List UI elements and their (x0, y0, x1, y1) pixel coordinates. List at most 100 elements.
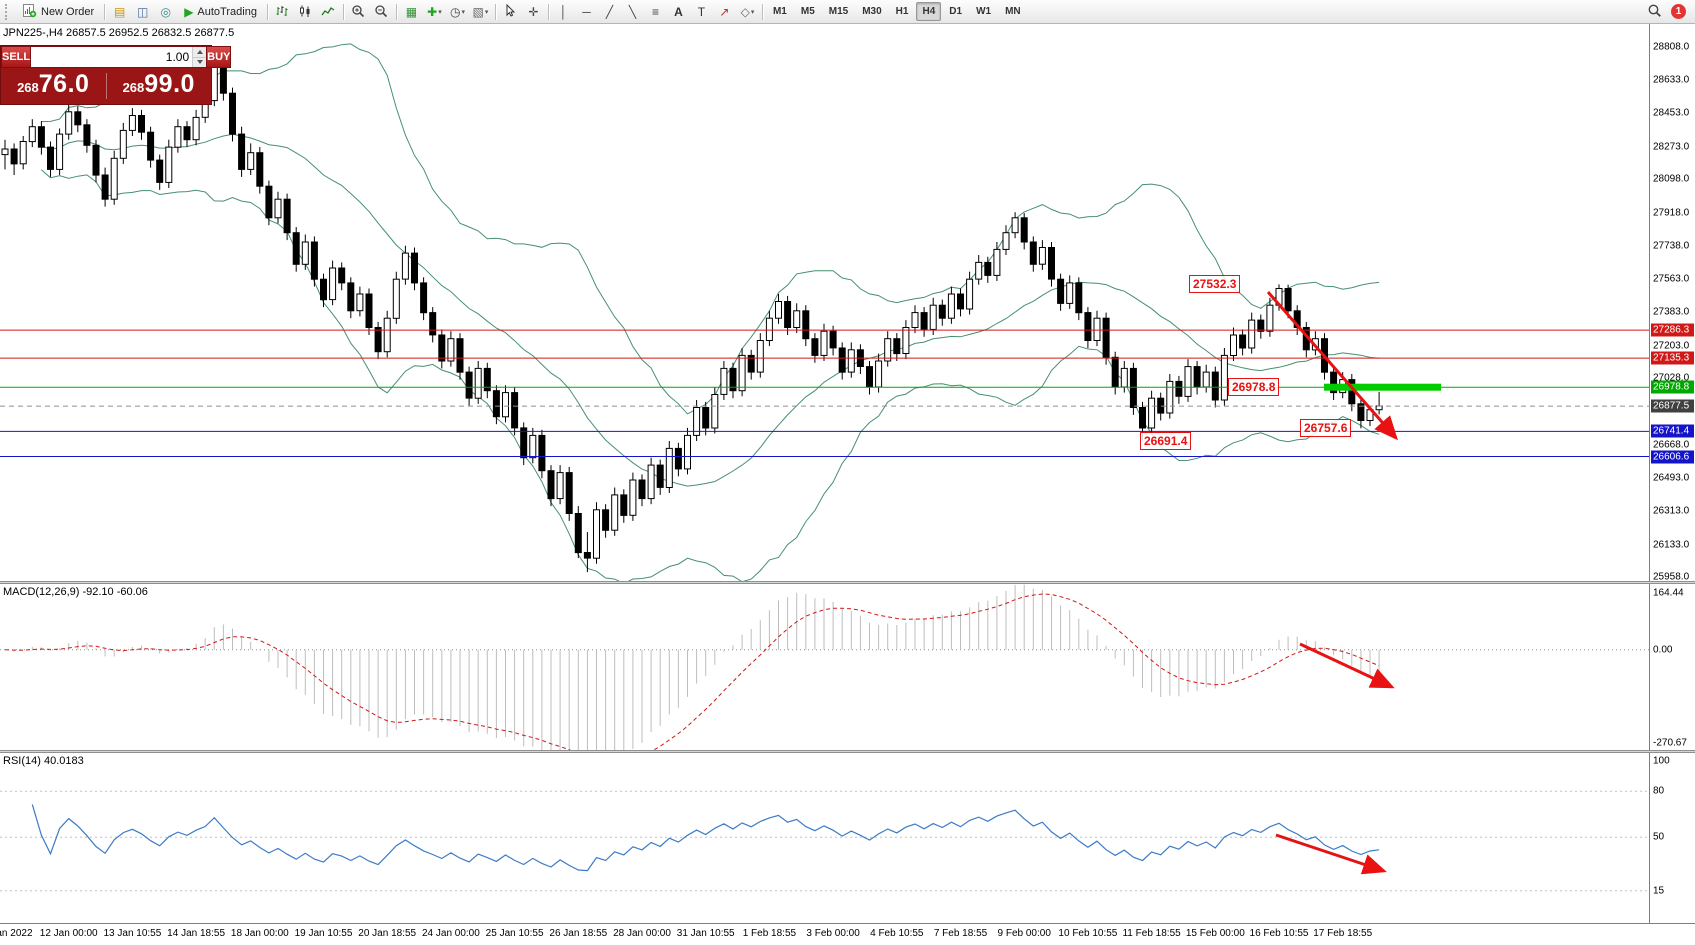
timeframe-m5[interactable]: M5 (800, 6, 815, 17)
volume-up-button[interactable] (193, 47, 207, 58)
rsi-axis-label: 100 (1653, 755, 1670, 767)
candlestick-chart-icon (298, 4, 312, 20)
macd-label: MACD(12,26,9) -92.10 -60.06 (3, 586, 148, 598)
price-axis-label: 28453.0 (1653, 107, 1690, 119)
price-axis-label: 26668.0 (1653, 439, 1690, 451)
price-tag: 27286.3 (1651, 323, 1694, 337)
time-axis-label: 7 Feb 18:55 (933, 928, 988, 939)
price-axis-label: 28808.0 (1653, 41, 1690, 53)
bar-chart-icon[interactable] (271, 1, 294, 23)
crosshair-icon[interactable]: ✛ (522, 1, 545, 23)
dropdown-caret-icon: ▾ (461, 8, 465, 16)
main-chart-plot[interactable] (0, 24, 1649, 581)
notification-badge[interactable]: 1 (1671, 4, 1686, 19)
timeframe-d1[interactable]: D1 (949, 6, 963, 17)
chart-area: 28808.0 28633.0 28453.0 28273.0 28098.0 27918… (0, 24, 1695, 945)
triangle-up-icon (196, 49, 203, 54)
channel-icon: ╲ (628, 4, 637, 19)
rsi-axis[interactable]: 100 80 50 15 (1649, 753, 1695, 923)
line-chart-icon (321, 4, 335, 20)
macd-plot[interactable] (0, 584, 1649, 750)
panel-splitter[interactable] (0, 750, 1695, 753)
trendline-icon: ╱ (605, 4, 614, 19)
rsi-plot[interactable] (0, 753, 1649, 923)
toolbar-grip (5, 3, 11, 20)
tile-windows-icon[interactable]: ▦ (400, 1, 423, 23)
price-axis-label: 27918.0 (1653, 207, 1690, 219)
indicators-icon[interactable]: ✚ ▾ (423, 1, 446, 23)
cursor-icon[interactable] (499, 1, 522, 23)
volume-down-button[interactable] (193, 57, 207, 67)
zoom-out-icon[interactable] (370, 1, 393, 23)
buy-button[interactable]: BUY (206, 46, 232, 68)
text-icon[interactable]: A (667, 1, 690, 23)
time-axis-label: 20 Jan 18:55 (358, 928, 417, 939)
data-window-icon: ◫ (137, 4, 149, 19)
trendline-icon[interactable]: ╱ (598, 1, 621, 23)
time-axis-label: 14 Jan 18:55 (167, 928, 226, 939)
time-axis-label: 9 Feb 00:00 (997, 928, 1051, 939)
macd-axis-label: 0.00 (1653, 644, 1673, 656)
panel-splitter[interactable] (0, 581, 1695, 584)
text-label-icon[interactable]: T (690, 1, 713, 23)
timeframe-h1[interactable]: H1 (895, 6, 909, 17)
time-axis-label: 16 Feb 10:55 (1249, 928, 1309, 939)
rsi-axis-label: 80 (1653, 785, 1665, 797)
time-axis[interactable]: 12 Jan 2022 12 Jan 00:00 13 Jan 10:55 14 Ja… (0, 923, 1695, 945)
candlestick-chart-icon[interactable] (294, 1, 317, 23)
toolbar-separator (395, 3, 397, 20)
new-order-button[interactable]: New Order (15, 1, 101, 23)
horizontal-line-icon[interactable]: ─ (575, 1, 598, 23)
price-callout: 26757.6 (1300, 419, 1352, 438)
triangle-down-icon (196, 60, 203, 65)
zoom-in-icon[interactable] (347, 1, 370, 23)
sell-button[interactable]: SELL (1, 46, 32, 68)
cursor-icon (503, 3, 517, 20)
price-axis-label: 27563.0 (1653, 273, 1690, 285)
fibonacci-icon[interactable]: ≡ (644, 1, 667, 23)
time-axis-label: 12 Jan 00:00 (39, 928, 98, 939)
time-axis-label: 12 Jan 2022 (0, 928, 33, 939)
timeframe-m30[interactable]: M30 (862, 6, 882, 17)
price-callout: 26978.8 (1228, 378, 1280, 397)
line-chart-icon[interactable] (317, 1, 340, 23)
macd-axis-label: 164.44 (1653, 587, 1684, 599)
price-axis-label: 27383.0 (1653, 306, 1690, 318)
data-window-icon[interactable]: ◫ (131, 1, 154, 23)
price-divider (105, 73, 107, 99)
time-axis-label: 13 Jan 10:55 (103, 928, 162, 939)
periods-icon[interactable]: ◷ ▾ (446, 1, 469, 23)
time-axis-label: 25 Jan 10:55 (485, 928, 544, 939)
time-axis-label: 26 Jan 18:55 (549, 928, 608, 939)
bar-chart-icon (275, 4, 289, 20)
market-watch-icon[interactable]: ▤ (108, 1, 131, 23)
timeframe-mn[interactable]: MN (1005, 6, 1021, 17)
price-tag: 26877.5 (1651, 399, 1694, 413)
price-axis-label: 27738.0 (1653, 240, 1690, 252)
new-order-icon (22, 3, 37, 20)
timeframe-m15[interactable]: M15 (828, 6, 849, 17)
templates-icon[interactable]: ▧ ▾ (469, 1, 492, 23)
price-axis-label: 28273.0 (1653, 141, 1690, 153)
autotrading-button[interactable]: ▶ AutoTrading (177, 1, 264, 23)
timeframe-m1[interactable]: M1 (772, 6, 787, 17)
channel-icon[interactable]: ╲ (621, 1, 644, 23)
shapes-icon[interactable]: ◇ ▾ (736, 1, 759, 23)
price-axis[interactable]: 28808.0 28633.0 28453.0 28273.0 28098.0 27918… (1649, 24, 1695, 581)
text-label-icon: T (697, 4, 706, 19)
volume-input[interactable] (31, 47, 193, 67)
time-axis-label: 1 Feb 18:55 (742, 928, 797, 939)
search-icon[interactable] (1643, 1, 1666, 23)
price-tag: 26606.6 (1651, 450, 1694, 463)
vertical-line-icon[interactable]: │ (552, 1, 575, 23)
navigator-icon[interactable]: ◎ (154, 1, 177, 23)
timeframe-w1[interactable]: W1 (976, 6, 992, 17)
arrows-icon: ↗ (719, 4, 730, 19)
price-axis-label: 25958.0 (1653, 571, 1690, 581)
price-axis-label: 26493.0 (1653, 472, 1690, 484)
price-tag: 26978.8 (1651, 380, 1694, 394)
timeframe-h4[interactable]: H4 (916, 2, 942, 21)
macd-axis[interactable]: 164.44 0.00 -270.67 (1649, 584, 1695, 750)
arrows-icon[interactable]: ↗ (713, 1, 736, 23)
price-axis-label: 28633.0 (1653, 74, 1690, 86)
